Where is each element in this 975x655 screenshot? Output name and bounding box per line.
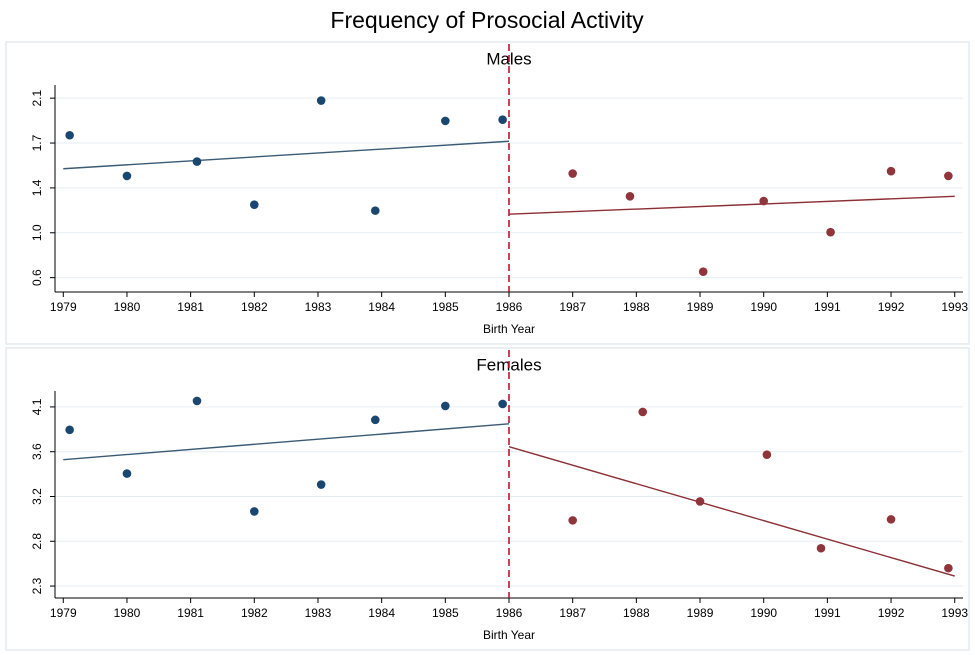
point [192, 157, 202, 166]
x-tick-label: 1981 [177, 300, 204, 314]
point [568, 516, 577, 525]
y-tick-label: 0.6 [30, 269, 44, 286]
x-tick-label: 1988 [623, 300, 650, 314]
x-tick-label: 1983 [305, 300, 332, 314]
point [250, 200, 259, 209]
y-tick-label: 2.8 [30, 533, 44, 550]
point [698, 267, 708, 276]
y-tick-label: 1.4 [30, 179, 44, 196]
x-axis-title: Birth Year [483, 322, 535, 336]
x-tick-label: 1989 [687, 606, 714, 620]
x-tick-label: 1982 [241, 606, 268, 620]
point [568, 169, 577, 178]
y-tick-label: 3.6 [30, 443, 44, 460]
x-tick-label: 1989 [687, 300, 714, 314]
point [886, 166, 896, 176]
panel-frame [5, 41, 970, 345]
x-tick-label: 1993 [941, 606, 968, 620]
point [944, 171, 953, 181]
point [370, 415, 380, 425]
y-tick-label: 2.3 [30, 577, 44, 594]
point [944, 563, 953, 573]
x-tick-label: 1985 [432, 300, 459, 314]
x-tick-label: 1987 [559, 606, 586, 620]
x-tick-label: 1993 [941, 300, 968, 314]
point [826, 227, 835, 237]
x-tick-label: 1986 [496, 606, 523, 620]
x-tick-label: 1984 [368, 606, 395, 620]
point [498, 399, 507, 409]
point [316, 480, 326, 489]
point [122, 171, 132, 181]
point [192, 396, 202, 406]
x-tick-label: 1980 [114, 606, 141, 620]
x-tick-label: 1990 [750, 300, 777, 314]
x-tick-label: 1984 [368, 300, 395, 314]
x-tick-label: 1991 [814, 300, 841, 314]
point [122, 469, 132, 478]
point [638, 407, 648, 417]
x-tick-label: 1981 [177, 606, 204, 620]
x-tick-label: 1979 [50, 300, 77, 314]
chart-title: Frequency of Prosocial Activity [330, 7, 644, 33]
x-tick-label: 1983 [305, 606, 332, 620]
panel-frame [5, 347, 970, 651]
y-tick-label: 3.2 [30, 488, 44, 505]
x-tick-label: 1982 [241, 300, 268, 314]
point [316, 96, 326, 105]
point [886, 515, 896, 524]
point [625, 191, 635, 201]
fit-line [63, 423, 510, 461]
point [250, 507, 259, 516]
x-tick-label: 1980 [114, 300, 141, 314]
point [370, 206, 380, 215]
x-axis-title: Birth Year [483, 628, 535, 642]
point [695, 497, 705, 506]
x-tick-label: 1979 [50, 606, 77, 620]
x-tick-label: 1990 [750, 606, 777, 620]
x-tick-label: 1992 [878, 300, 905, 314]
x-tick-label: 1991 [814, 606, 841, 620]
y-tick-label: 4.1 [30, 398, 44, 415]
x-tick-label: 1986 [496, 300, 523, 314]
x-tick-label: 1988 [623, 606, 650, 620]
y-tick-label: 1.0 [30, 224, 44, 241]
point [759, 196, 768, 206]
point [441, 401, 450, 411]
fit-line [508, 195, 955, 215]
y-tick-label: 1.7 [30, 134, 44, 151]
point [498, 115, 507, 124]
fit-line [508, 446, 955, 577]
y-tick-label: 2.1 [30, 89, 44, 106]
point [65, 130, 74, 140]
point [816, 543, 826, 553]
fit-line [63, 140, 510, 170]
point [441, 116, 450, 126]
x-tick-label: 1992 [878, 606, 905, 620]
point [762, 450, 772, 459]
point [65, 425, 74, 435]
x-tick-label: 1987 [559, 300, 586, 314]
x-tick-label: 1985 [432, 606, 459, 620]
